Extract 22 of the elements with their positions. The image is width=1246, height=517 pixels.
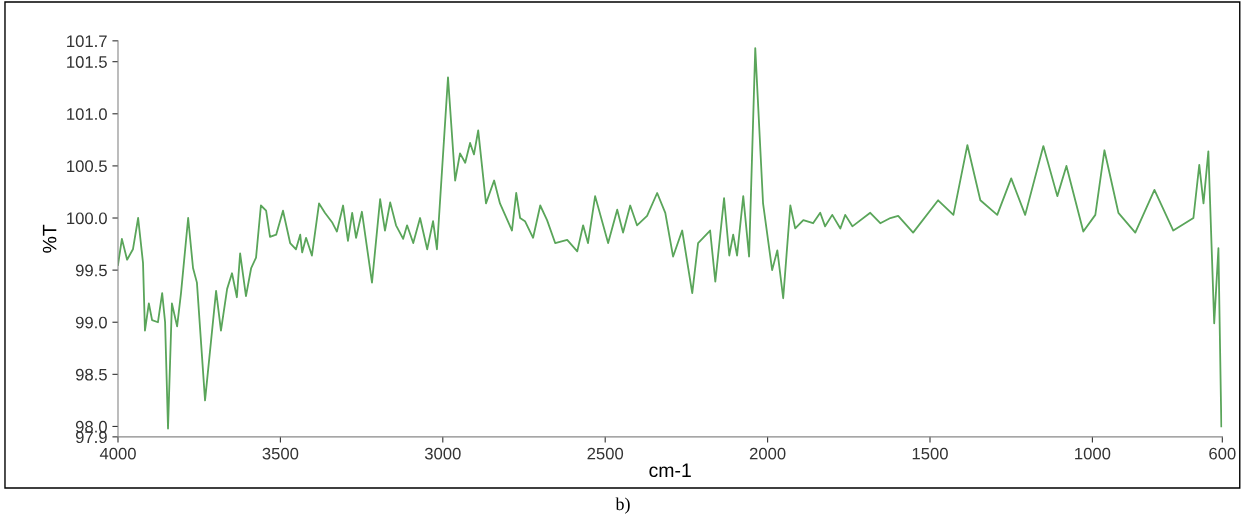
y-tick-label: 101.7 — [67, 35, 107, 48]
y-tick-label: 101.0 — [67, 108, 107, 120]
x-tick-label: 2000 — [749, 447, 786, 460]
y-tick-label: 97.9 — [75, 431, 107, 444]
line-series — [118, 47, 1223, 430]
y-tick-label: 100.0 — [67, 212, 107, 225]
x-tick-label: 3500 — [262, 447, 299, 460]
y-axis-title: %T — [42, 224, 57, 253]
x-tick-label: 1500 — [912, 447, 948, 460]
y-tick-label: 98.0 — [75, 420, 107, 433]
x-tick-label: 600 — [1209, 447, 1236, 460]
y-tick-label: 98.5 — [75, 368, 107, 381]
x-tick-label: 4000 — [99, 447, 136, 460]
text: b) — [615, 497, 630, 514]
y-tick-label: 99.0 — [75, 316, 107, 329]
x-axis-title: cm-1 — [649, 463, 691, 478]
x-tick-label: 2500 — [587, 447, 624, 460]
y-tick-label: 99.5 — [75, 264, 107, 277]
x-tick-label: 3000 — [424, 447, 461, 460]
y-tick-label: 101.5 — [67, 56, 107, 68]
x-tick-label: 1000 — [1075, 447, 1111, 460]
y-tick-label: 100.5 — [67, 160, 107, 173]
